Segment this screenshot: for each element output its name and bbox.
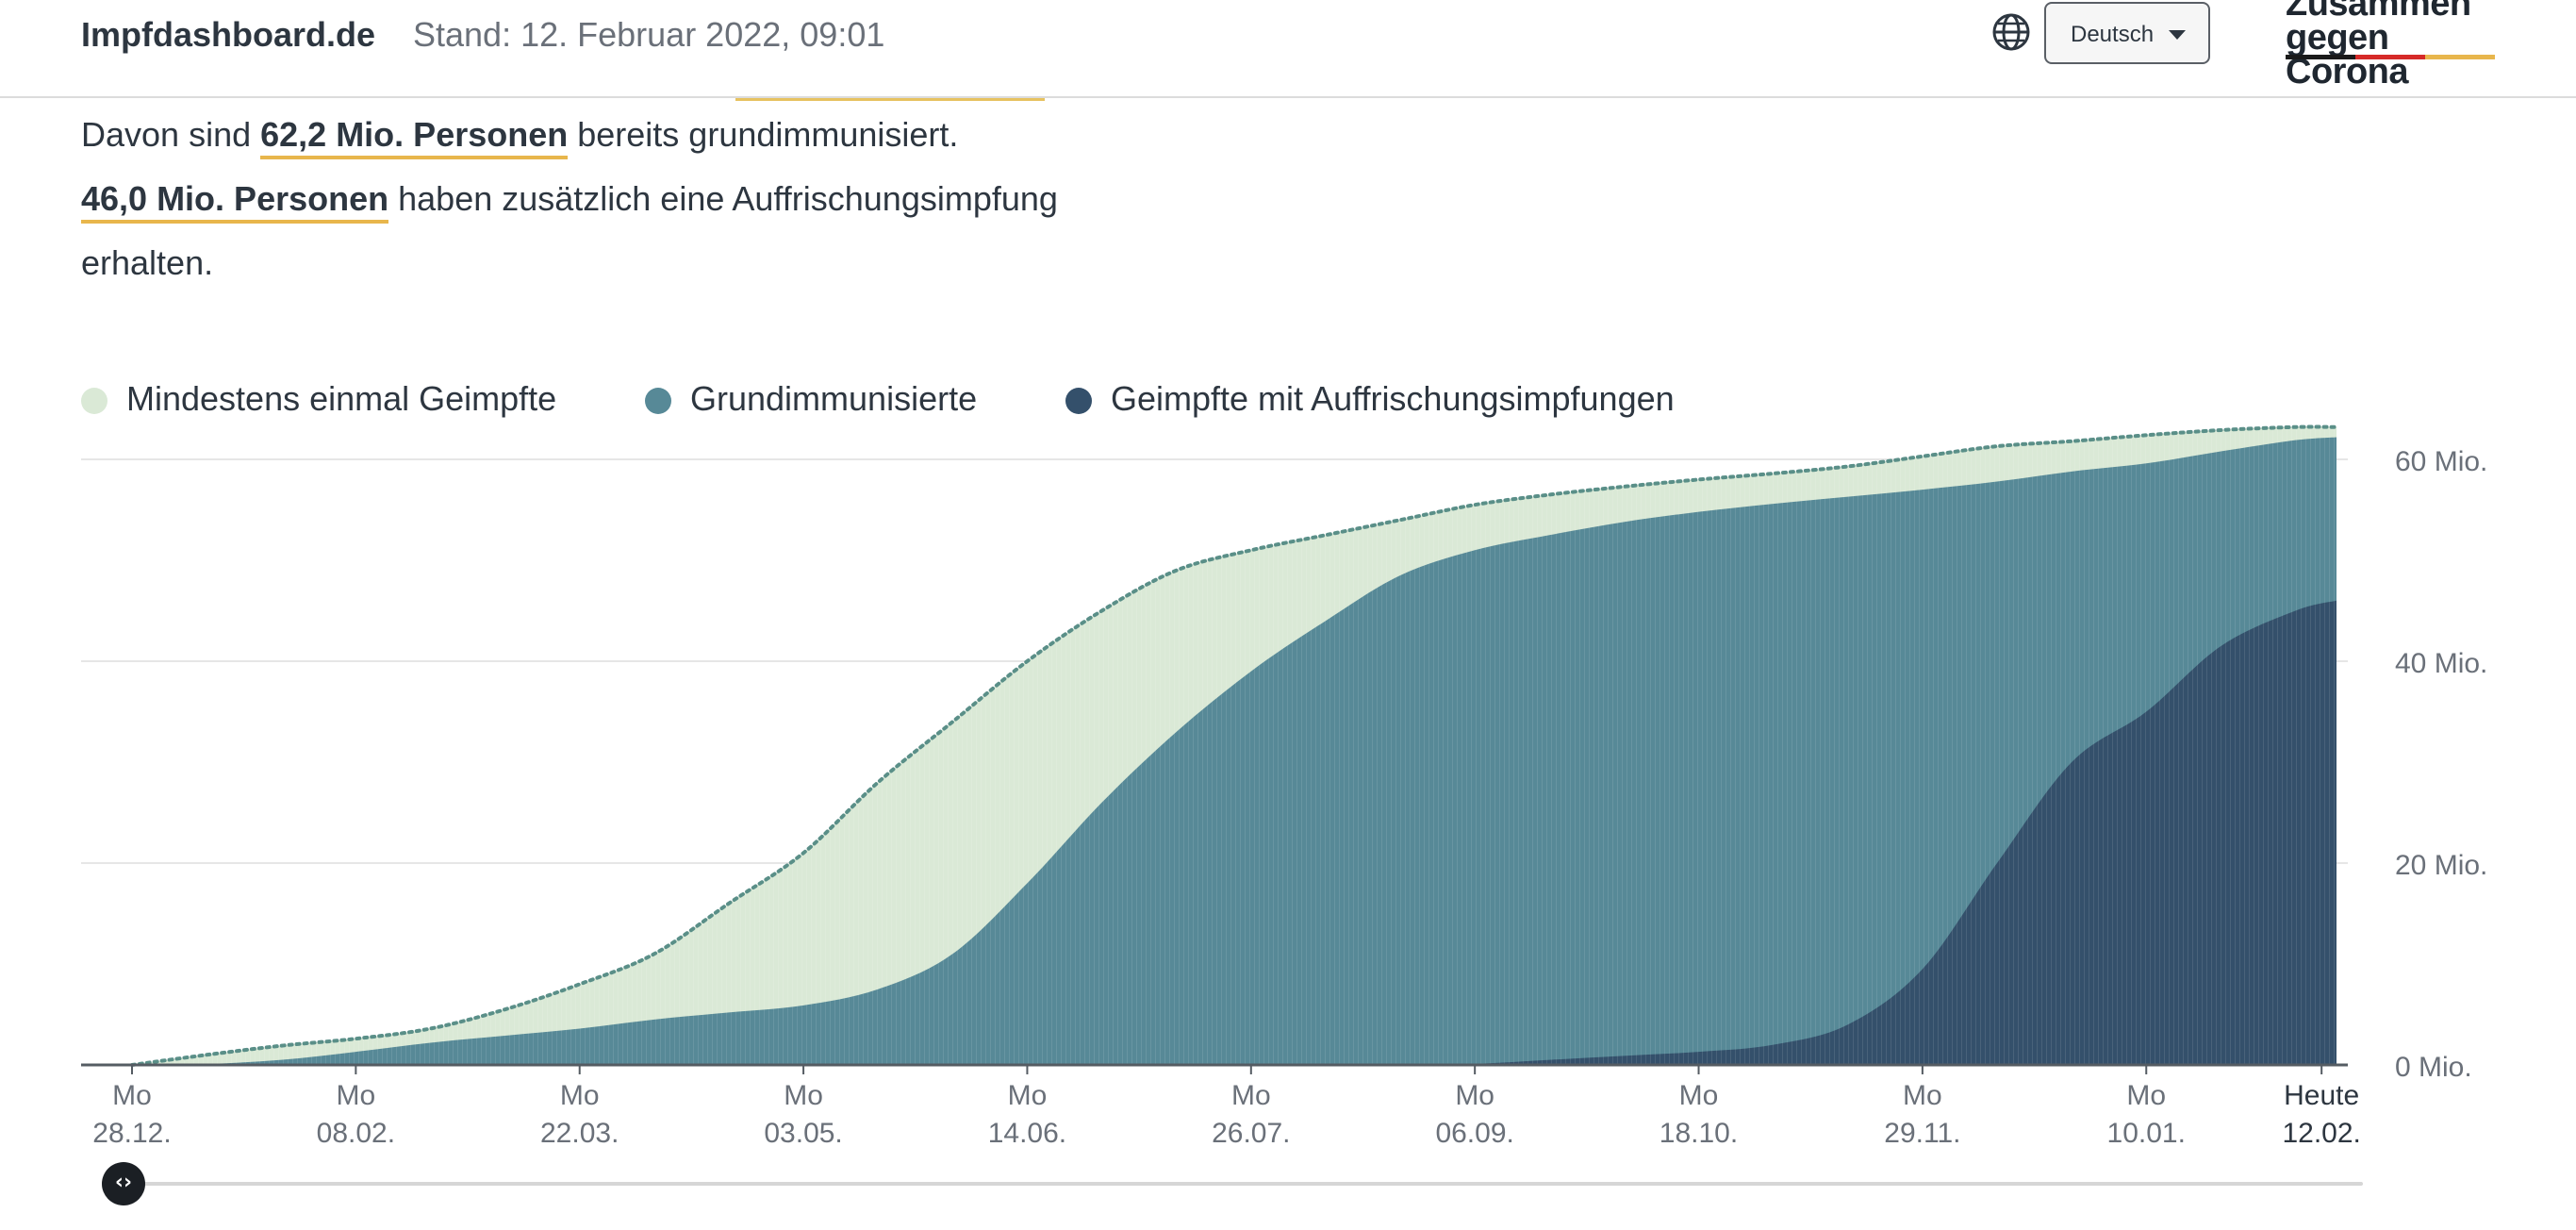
logo-flag-gold xyxy=(2425,55,2495,59)
site-name[interactable]: Impfdashboard.de xyxy=(81,15,376,54)
logo-flag-bar xyxy=(2286,55,2495,59)
booster-count: 46,0 Mio. Personen xyxy=(81,179,389,224)
drag-arrows-icon: ‹› xyxy=(114,1171,133,1194)
x-tick-label-weekday: Mo xyxy=(1455,1080,1494,1111)
slider-track[interactable] xyxy=(141,1182,2363,1186)
summary-suffix-2: haben zusätzlich eine Auffrischungsimpfu… xyxy=(398,179,1058,218)
x-tick-label-date: 03.05. xyxy=(764,1118,842,1149)
x-tick-label-date: 26.07. xyxy=(1212,1118,1290,1149)
legend-label-full: Grundimmunisierte xyxy=(690,379,978,418)
x-tick-label-date: 22.03. xyxy=(540,1118,619,1149)
legend-label-booster: Geimpfte mit Auffrischungsimpfungen xyxy=(1111,379,1675,418)
slider-handle[interactable]: ‹› xyxy=(102,1162,145,1205)
fully-vaccinated-count: 62,2 Mio. Personen xyxy=(260,115,569,159)
x-tick-label-weekday: Mo xyxy=(1679,1080,1719,1111)
y-tick-label: 0 Mio. xyxy=(2395,1052,2472,1083)
x-tick-label-date: 14.06. xyxy=(988,1118,1066,1149)
logo-flag-red xyxy=(2355,55,2425,59)
logo-line-2: gegen Corona xyxy=(2286,18,2409,91)
chevron-down-icon xyxy=(2169,30,2186,40)
x-tick-label-weekday: Mo xyxy=(560,1080,600,1111)
y-tick-label: 20 Mio. xyxy=(2395,850,2487,881)
x-tick-label-date: 29.11. xyxy=(1884,1118,1960,1149)
first-dose-dotted-line xyxy=(130,424,2338,1067)
x-tick-label-date: 06.09. xyxy=(1435,1118,1513,1149)
vaccination-area-chart: 0 Mio. 20 Mio. 40 Mio. 60 Mio. Mo 28.12. Mo 08.… xyxy=(81,424,2487,1149)
summary-line-3: erhalten. xyxy=(81,243,214,282)
x-tick-label-date: 10.01. xyxy=(2107,1118,2186,1149)
x-tick-label-weekday: Mo xyxy=(784,1080,823,1111)
legend-label-first-dose: Mindestens einmal Geimpfte xyxy=(126,379,557,418)
legend-swatch-first-dose xyxy=(81,388,107,414)
language-select[interactable]: Deutsch xyxy=(2044,2,2210,64)
summary-line-2: 46,0 Mio. Personen haben zusätzlich eine… xyxy=(81,179,1058,224)
x-tick-label-weekday: Mo xyxy=(337,1080,376,1111)
header-bar: Impfdashboard.de Stand: 12. Februar 2022… xyxy=(0,0,2576,98)
summary-prefix: Davon sind xyxy=(81,115,252,154)
x-tick-label-weekday: Mo xyxy=(112,1080,152,1111)
logo-flag-black xyxy=(2286,55,2355,59)
highlight-underline xyxy=(735,98,1045,101)
time-range-slider[interactable]: ‹› xyxy=(0,1147,2576,1222)
x-tick-label-weekday: Mo xyxy=(1008,1080,1048,1111)
legend-swatch-full xyxy=(645,388,671,414)
x-tick-label-date: 08.02. xyxy=(317,1118,395,1149)
x-tick-label-weekday: Mo xyxy=(1231,1080,1271,1111)
x-tick-label-date: 12.02. xyxy=(2282,1118,2360,1149)
y-tick-label: 60 Mio. xyxy=(2395,446,2487,477)
legend-swatch-booster xyxy=(1065,388,1092,414)
x-tick-label-date: 28.12. xyxy=(92,1118,171,1149)
x-tick-label-weekday: Mo xyxy=(2126,1080,2166,1111)
logo-line-1: Zusammen xyxy=(2286,0,2471,24)
language-select-value: Deutsch xyxy=(2071,22,2155,47)
globe-icon xyxy=(1992,13,2030,51)
x-tick-label-weekday: Mo xyxy=(1903,1080,1942,1111)
y-tick-label: 40 Mio. xyxy=(2395,648,2487,679)
summary-suffix: bereits grundimmunisiert. xyxy=(577,115,959,154)
campaign-logo[interactable]: Zusammen gegen Corona xyxy=(2286,0,2495,91)
x-tick-label-weekday: Heute xyxy=(2284,1080,2359,1111)
x-tick-label-date: 18.10. xyxy=(1660,1118,1738,1149)
area-texture xyxy=(132,426,2337,1065)
data-timestamp: Stand: 12. Februar 2022, 09:01 xyxy=(413,15,885,54)
summary-line-1: Davon sind 62,2 Mio. Personen bereits gr… xyxy=(81,115,959,159)
